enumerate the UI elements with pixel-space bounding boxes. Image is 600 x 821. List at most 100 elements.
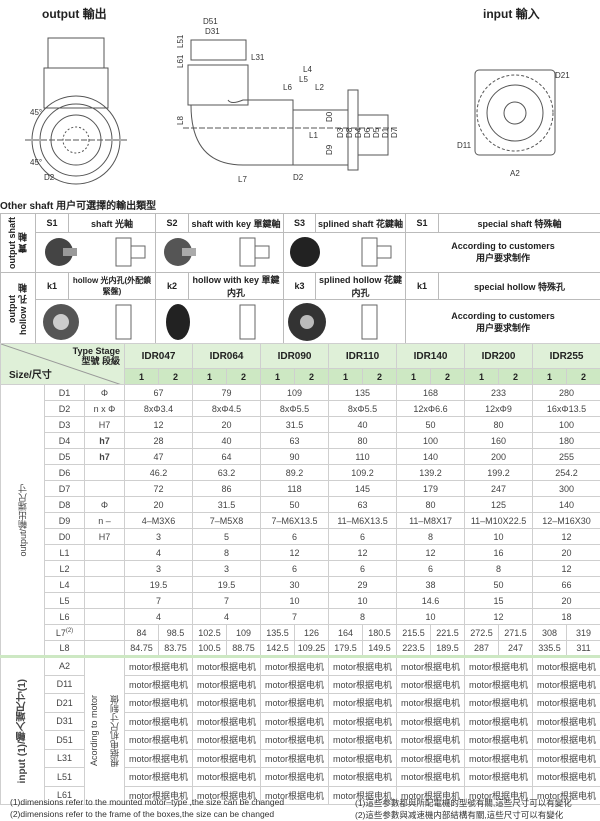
hollow-name: hollow 光内孔(外配鎖緊盤) bbox=[69, 273, 156, 300]
value-cell: motor根据电机 bbox=[465, 657, 533, 676]
value-cell: 8xΦ4.5 bbox=[193, 401, 261, 417]
dimension-name: L31 bbox=[45, 749, 85, 768]
dimension-name: A2 bbox=[45, 657, 85, 676]
value-cell: motor根据电机 bbox=[193, 675, 261, 694]
dim-label-a2: A2 bbox=[510, 169, 520, 178]
hollow-name: special hollow 特殊孔 bbox=[439, 273, 600, 300]
custom-note-cn: 用户要求制作 bbox=[406, 321, 600, 334]
value-cell: 12 bbox=[261, 545, 329, 561]
value-cell: 3 bbox=[125, 529, 193, 545]
value-cell: motor根据电机 bbox=[193, 768, 261, 787]
value-cell: motor根据电机 bbox=[533, 731, 600, 750]
output-shaft-label: output shaft 實 軸 bbox=[7, 215, 29, 271]
value-cell: motor根据电机 bbox=[329, 768, 397, 787]
stage-header: 1 bbox=[533, 369, 567, 385]
dim-label: D31 bbox=[205, 27, 220, 36]
dimension-name: L5 bbox=[45, 593, 85, 609]
dim-label: L51 bbox=[176, 34, 185, 48]
value-cell: 67 bbox=[125, 385, 193, 401]
dimension-name: D9 bbox=[45, 513, 85, 529]
value-cell: 164 bbox=[329, 625, 363, 641]
value-cell: 80 bbox=[329, 433, 397, 449]
value-cell: motor根据电机 bbox=[193, 712, 261, 731]
stage-header: 2 bbox=[431, 369, 465, 385]
value-cell: motor根据电机 bbox=[329, 749, 397, 768]
value-cell: 7 bbox=[261, 609, 329, 625]
value-cell: 16 bbox=[465, 545, 533, 561]
value-cell: motor根据电机 bbox=[125, 712, 193, 731]
value-cell: 140 bbox=[533, 497, 600, 513]
value-cell: 80 bbox=[397, 497, 465, 513]
output-hollow-label: output hollow 孔 軸 bbox=[7, 281, 29, 337]
input-note-cn: 根据电机尺寸制做 bbox=[108, 695, 121, 767]
dim-label-d21: D21 bbox=[555, 71, 570, 80]
stage-header: 2 bbox=[295, 369, 329, 385]
value-cell: 6 bbox=[397, 561, 465, 577]
stage-header: 2 bbox=[159, 369, 193, 385]
shaft-name: special shaft 特殊軸 bbox=[439, 214, 600, 233]
value-cell: 20 bbox=[533, 593, 600, 609]
value-cell: 109.25 bbox=[295, 641, 329, 657]
value-cell: 64 bbox=[193, 449, 261, 465]
value-cell: 50 bbox=[465, 577, 533, 593]
value-cell: 223.5 bbox=[397, 641, 431, 657]
value-cell: 200 bbox=[465, 449, 533, 465]
value-cell: 50 bbox=[261, 497, 329, 513]
dim-label: L31 bbox=[251, 53, 265, 62]
hollow-with-key-image bbox=[156, 300, 284, 346]
value-cell: 8xΦ5.5 bbox=[261, 401, 329, 417]
value-cell: 6 bbox=[329, 561, 397, 577]
value-cell: 233 bbox=[465, 385, 533, 401]
value-cell: 14.6 bbox=[397, 593, 465, 609]
value-cell: 7 bbox=[193, 593, 261, 609]
value-cell: 100.5 bbox=[193, 641, 227, 657]
value-cell: 4 bbox=[193, 609, 261, 625]
value-cell: motor根据电机 bbox=[533, 768, 600, 787]
value-cell: 160 bbox=[465, 433, 533, 449]
dim-label-d11: D11 bbox=[457, 141, 472, 150]
tolerance bbox=[85, 465, 125, 481]
value-cell: 18 bbox=[533, 609, 600, 625]
dim-label: L61 bbox=[176, 54, 185, 68]
dim-label: L2 bbox=[315, 83, 324, 92]
value-cell: 80 bbox=[465, 417, 533, 433]
dimension-name: D5 bbox=[45, 449, 85, 465]
value-cell: motor根据电机 bbox=[397, 731, 465, 750]
stage-header: 2 bbox=[227, 369, 261, 385]
tolerance: n – bbox=[85, 513, 125, 529]
value-cell: 272.5 bbox=[465, 625, 499, 641]
dim-label: D6 bbox=[363, 127, 372, 138]
value-cell: 179.5 bbox=[329, 641, 363, 657]
dimension-name: L8 bbox=[45, 641, 85, 657]
dimension-name: L7(2) bbox=[45, 625, 85, 641]
value-cell: 66 bbox=[533, 577, 600, 593]
value-cell: motor根据电机 bbox=[125, 749, 193, 768]
dimension-name: D2 bbox=[45, 401, 85, 417]
value-cell: 100 bbox=[397, 433, 465, 449]
value-cell: 8xΦ3.4 bbox=[125, 401, 193, 417]
output-view-drawing: 45° 45° D2 bbox=[20, 20, 130, 185]
hollow-name: hollow with key 單鍵内孔 bbox=[189, 273, 284, 300]
value-cell: 180 bbox=[533, 433, 600, 449]
value-cell: 8xΦ5.5 bbox=[329, 401, 397, 417]
value-cell: motor根据电机 bbox=[125, 694, 193, 713]
value-cell: motor根据电机 bbox=[465, 749, 533, 768]
shaft-code: S1 bbox=[36, 214, 69, 233]
value-cell: 12 bbox=[397, 545, 465, 561]
value-cell: motor根据电机 bbox=[397, 694, 465, 713]
footnote-en-1: (1)dimensions refer to the mounted motor… bbox=[10, 797, 284, 807]
dimension-name: L2 bbox=[45, 561, 85, 577]
dimension-name: D21 bbox=[45, 694, 85, 713]
value-cell: 12–M16X30 bbox=[533, 513, 600, 529]
value-cell: 135.5 bbox=[261, 625, 295, 641]
value-cell: 109.2 bbox=[329, 465, 397, 481]
input-label: input (1)/輸入端尺寸(1) bbox=[15, 679, 30, 783]
value-cell: 38 bbox=[397, 577, 465, 593]
